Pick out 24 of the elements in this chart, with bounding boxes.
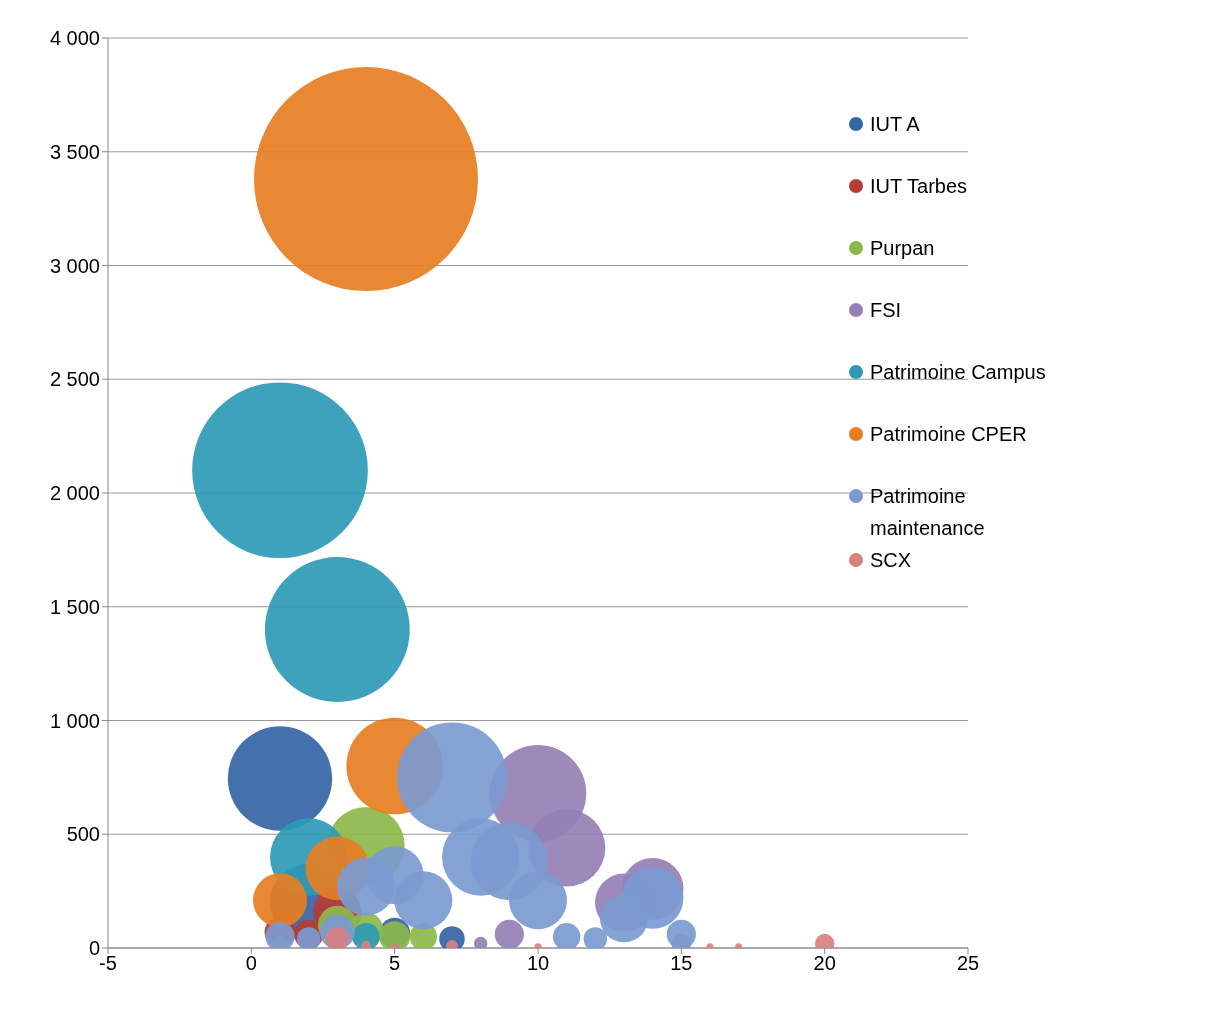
legend-label: Patrimoine CPER (870, 422, 1027, 447)
legend-label: SCX (870, 548, 912, 573)
x-tick-label: 10 (526, 952, 550, 975)
legend-label: Patrimoine maintenance (870, 484, 986, 541)
x-tick-label: 5 (389, 952, 401, 975)
y-tick-label: 0 (88, 937, 100, 960)
y-tick-label: 3 000 (49, 254, 100, 277)
y-tick-label: 500 (66, 823, 100, 846)
x-tick-label: 20 (813, 952, 836, 975)
y-tick-label: 1 500 (49, 595, 100, 618)
y-tick-label: 2 500 (49, 368, 100, 391)
x-tick-label: 25 (956, 952, 980, 975)
y-tick-label: 3 500 (49, 140, 100, 163)
legend-label: Purpan (870, 236, 935, 261)
y-tick-label: 4 000 (49, 27, 100, 50)
x-tick-label: -5 (99, 952, 117, 975)
y-tick-label: 1 000 (49, 709, 100, 732)
x-tick-label: 0 (245, 952, 257, 975)
legend-label: IUT A (870, 112, 920, 137)
y-tick-label: 2 000 (49, 482, 100, 505)
x-tick-label: 15 (670, 952, 693, 975)
legend-label: Patrimoine Campus (870, 360, 1046, 385)
legend-label: IUT Tarbes (870, 174, 968, 199)
legend-label: FSI (870, 298, 902, 323)
